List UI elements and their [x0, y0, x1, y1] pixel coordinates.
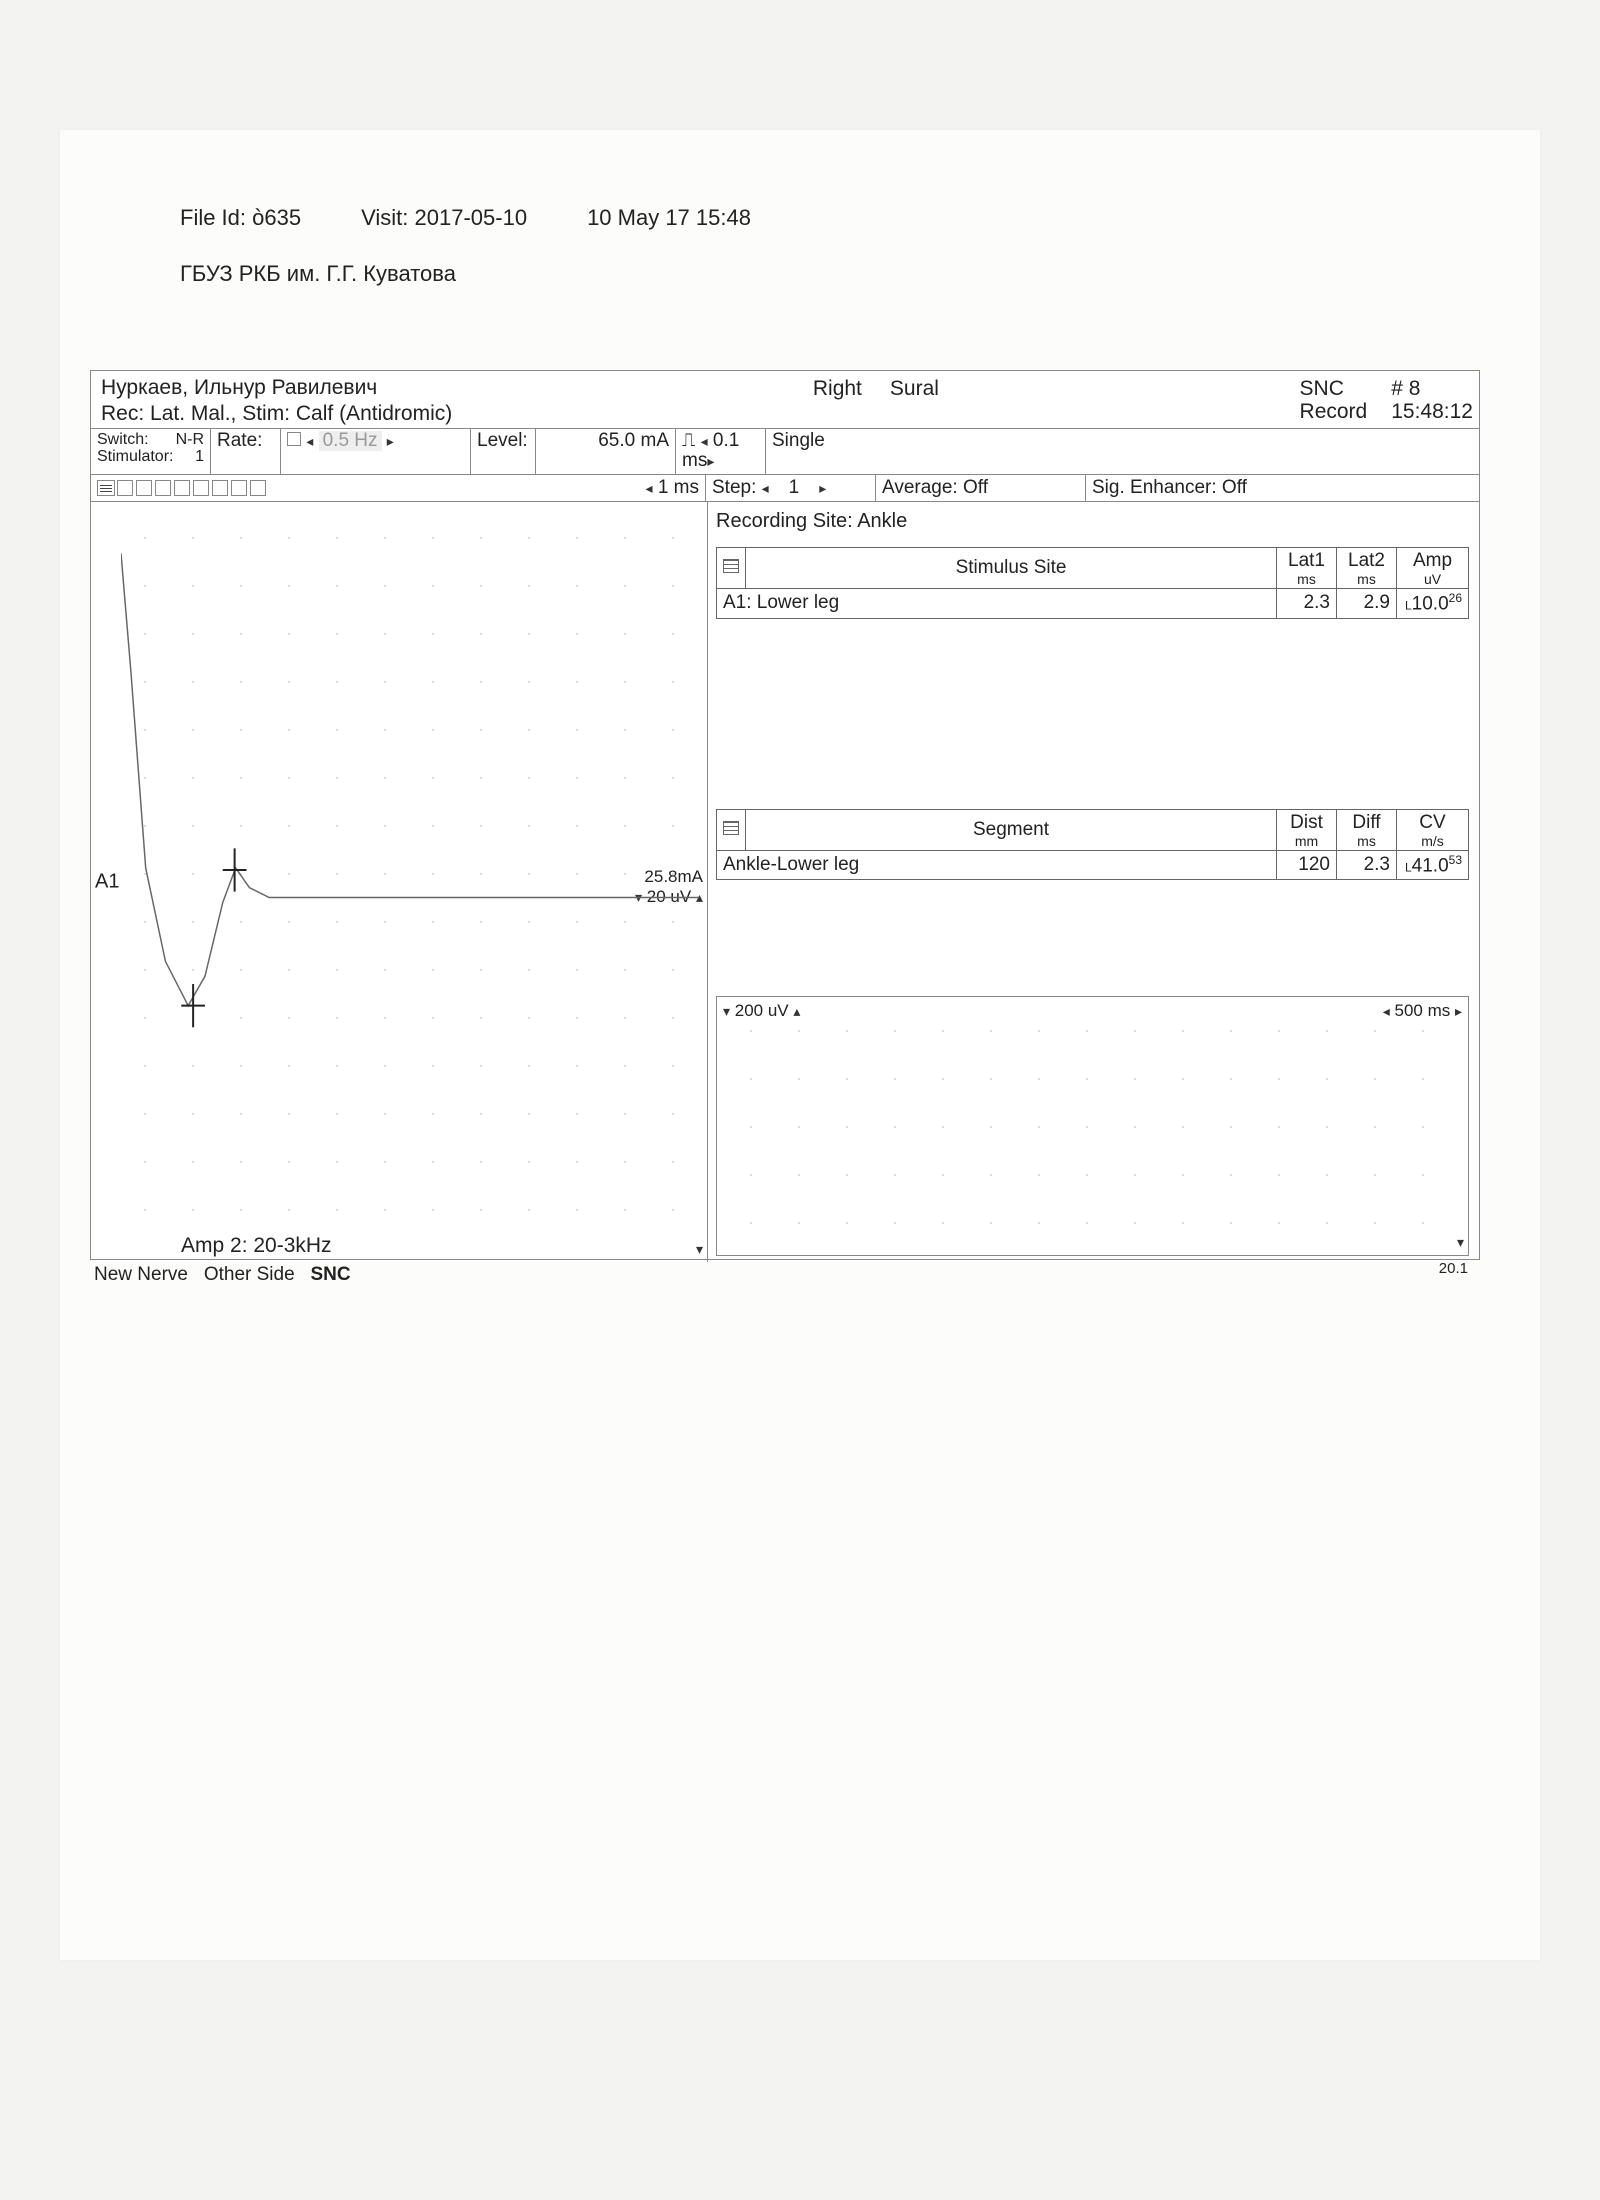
- unit-diff: ms: [1343, 834, 1390, 848]
- cell-cv-note: 53: [1449, 853, 1462, 867]
- header-datetime: 10 May 17 15:48: [587, 205, 751, 231]
- col-amp: Amp: [1413, 550, 1452, 571]
- mini-corner: 20.1: [1439, 1260, 1468, 1277]
- cell-seg: Ankle-Lower leg: [717, 850, 1277, 879]
- record-time: 15:48:12: [1391, 400, 1473, 423]
- switch-val: N-R: [176, 431, 204, 449]
- visit-label: Visit:: [361, 205, 408, 230]
- step-val[interactable]: 1: [774, 477, 814, 499]
- switch-label: Switch:: [97, 431, 149, 448]
- waveform-area[interactable]: A1 25.8mA ▾ 20 uV ▴ Amp 2: 20-3kHz ▾: [91, 502, 708, 1262]
- toolbar-row1: Switch: N-R Stimulator: 1 Rate: ◂ 0.5 Hz…: [91, 428, 1479, 475]
- data-area: Recording Site: Ankle Stimulus Site Lat1…: [708, 502, 1479, 1262]
- step-label: Step:: [712, 477, 756, 498]
- cell-amp-note: 26: [1449, 591, 1462, 605]
- unit-lat1: ms: [1283, 572, 1330, 586]
- duration-control[interactable]: ⎍ ◂ 0.1 ms▸: [676, 429, 766, 475]
- col-diff: Diff: [1352, 812, 1380, 833]
- segment-table: Segment Distmm Diffms CVm/s Ankle-Lower …: [716, 809, 1469, 880]
- cell-cv: 41.0: [1412, 855, 1449, 876]
- record-label: Record: [1300, 400, 1368, 423]
- avg-label: Average:: [882, 477, 958, 498]
- table-icon[interactable]: [723, 559, 739, 573]
- scroll-down-icon[interactable]: ▾: [1457, 1234, 1464, 1251]
- new-nerve-link[interactable]: New Nerve: [94, 1264, 188, 1285]
- patient-name: Нуркаев, Ильнур Равилевич: [101, 375, 452, 401]
- cell-lat1: 2.3: [1277, 589, 1337, 618]
- mini-right: 500 ms: [1394, 1001, 1450, 1020]
- unit-dist: mm: [1283, 834, 1330, 848]
- table-row[interactable]: A1: Lower leg 2.3 2.9 L10.026: [717, 589, 1469, 618]
- avg-val[interactable]: Off: [963, 477, 988, 498]
- stimulator-label: Stimulator:: [97, 448, 173, 465]
- side: Right: [813, 377, 862, 428]
- scroll-down-icon[interactable]: ▾: [696, 1241, 703, 1258]
- footer-links: New Nerve Other Side SNC: [94, 1264, 351, 1286]
- col-segment: Segment: [746, 809, 1277, 850]
- rec-site: Ankle: [857, 510, 907, 532]
- visit-date: 2017-05-10: [415, 205, 528, 230]
- other-side-link[interactable]: Other Side: [204, 1264, 295, 1285]
- menu-icon[interactable]: [97, 480, 115, 496]
- snc-link[interactable]: SNC: [311, 1264, 351, 1285]
- file-id-label: File Id:: [180, 205, 246, 230]
- mini-plot[interactable]: ▾ 200 uV ▴ ◂ 500 ms ▸ ▾ 20.1: [716, 996, 1469, 1256]
- nerve: Sural: [890, 377, 939, 428]
- table-icon[interactable]: [723, 821, 739, 835]
- col-lat1: Lat1: [1288, 550, 1325, 571]
- mode[interactable]: Single: [766, 429, 1479, 475]
- header: File Id: ò635 Visit: 2017-05-10 10 May 1…: [180, 205, 751, 287]
- institution: ГБУЗ РКБ им. Г.Г. Куватова: [180, 261, 751, 287]
- rate-label[interactable]: Rate:: [211, 429, 281, 475]
- cell-amp-pre: L: [1405, 599, 1412, 613]
- level-label: Level:: [471, 429, 536, 475]
- rec-site-label: Recording Site:: [716, 510, 853, 532]
- stimulator-val: 1: [195, 448, 204, 466]
- col-cv: CV: [1419, 812, 1445, 833]
- level-val[interactable]: 65.0 mA: [536, 429, 676, 475]
- trace-label: A1: [95, 871, 119, 894]
- record-num: # 8: [1391, 377, 1473, 400]
- stimulus-table: Stimulus Site Lat1ms Lat2ms AmpuV A1: Lo…: [716, 547, 1469, 618]
- sig-val[interactable]: Off: [1222, 477, 1247, 498]
- amp-filter: Amp 2: 20-3kHz: [181, 1234, 332, 1258]
- col-dist: Dist: [1290, 812, 1323, 833]
- cell-dist: 120: [1277, 850, 1337, 879]
- waveform-svg: [121, 514, 699, 1222]
- study-type: SNC: [1300, 377, 1368, 400]
- rec-stim: Rec: Lat. Mal., Stim: Calf (Antidromic): [101, 401, 452, 427]
- unit-amp: uV: [1403, 572, 1462, 586]
- unit-cv: m/s: [1403, 834, 1462, 848]
- rate-val: 0.5 Hz: [319, 431, 382, 452]
- timebase: 1 ms: [658, 477, 699, 498]
- unit-lat2: ms: [1343, 572, 1390, 586]
- cell-lat2: 2.9: [1337, 589, 1397, 618]
- cell-cv-pre: L: [1405, 860, 1412, 874]
- sig-label: Sig. Enhancer:: [1092, 477, 1217, 498]
- file-id: ò635: [252, 205, 301, 230]
- study-panel: Нуркаев, Ильнур Равилевич Rec: Lat. Mal.…: [90, 370, 1480, 1260]
- col-stim-site: Stimulus Site: [746, 548, 1277, 589]
- table-row[interactable]: Ankle-Lower leg 120 2.3 L41.053: [717, 850, 1469, 879]
- mini-left: 200 uV: [735, 1001, 789, 1020]
- col-lat2: Lat2: [1348, 550, 1385, 571]
- toolbar-row2: ◂ 1 ms Step: ◂ 1 ▸ Average: Off Sig. Enh…: [91, 474, 1479, 502]
- cell-diff: 2.3: [1337, 850, 1397, 879]
- trace-slots[interactable]: ◂ 1 ms: [91, 475, 706, 501]
- rate-control[interactable]: ◂ 0.5 Hz ▸: [281, 429, 471, 475]
- cell-amp: 10.0: [1412, 594, 1449, 615]
- cell-site: A1: Lower leg: [717, 589, 1277, 618]
